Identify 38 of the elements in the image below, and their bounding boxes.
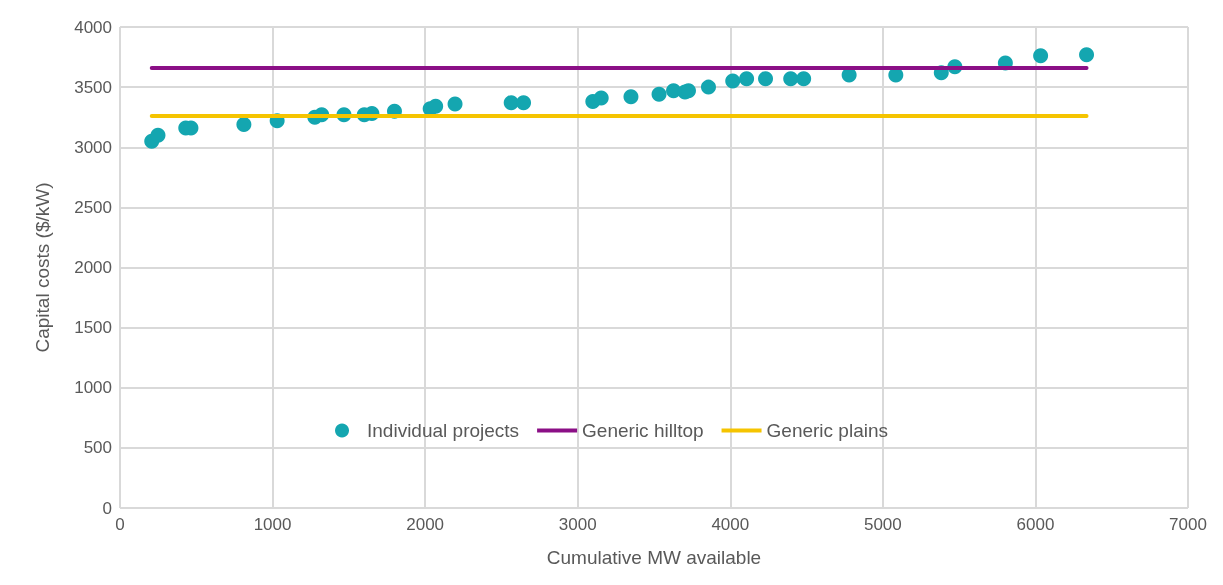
y-tick-label: 2000 bbox=[74, 258, 112, 277]
point bbox=[796, 71, 812, 87]
x-axis-title: Cumulative MW available bbox=[546, 547, 762, 568]
point bbox=[651, 86, 667, 102]
x-tick-label: 7000 bbox=[1169, 515, 1207, 534]
y-tick-label: 3000 bbox=[74, 137, 112, 157]
point bbox=[428, 98, 444, 114]
y-tick-label: 1000 bbox=[74, 378, 112, 398]
point bbox=[700, 79, 716, 95]
y-tick-label: 2500 bbox=[74, 197, 112, 217]
y-tick-label: 1500 bbox=[74, 318, 112, 338]
x-tick-label: 3000 bbox=[558, 515, 597, 534]
point bbox=[1079, 47, 1095, 63]
point bbox=[593, 90, 609, 106]
y-tick-label: 500 bbox=[83, 438, 112, 458]
point bbox=[739, 71, 755, 87]
point bbox=[783, 71, 799, 87]
point bbox=[623, 89, 639, 105]
legend-label: Generic plains bbox=[766, 420, 888, 441]
point bbox=[758, 71, 774, 87]
x-tick-label: 2000 bbox=[406, 515, 445, 534]
legend-label: Generic hilltop bbox=[582, 420, 704, 441]
y-tick-label: 4000 bbox=[74, 17, 112, 37]
y-tick-label: 3500 bbox=[74, 77, 112, 97]
point bbox=[1033, 48, 1049, 64]
x-tick-label: 1000 bbox=[253, 515, 292, 534]
x-tick-label: 6000 bbox=[1016, 515, 1055, 534]
point bbox=[236, 116, 252, 132]
y-tick-label: 0 bbox=[102, 498, 112, 518]
legend-label: Individual projects bbox=[367, 420, 520, 441]
y-axis-title: Capital costs ($/kW) bbox=[32, 182, 53, 353]
point bbox=[150, 127, 166, 143]
point bbox=[447, 96, 463, 112]
point bbox=[516, 95, 532, 111]
x-tick-label: 4000 bbox=[711, 515, 750, 534]
point bbox=[725, 73, 741, 89]
x-tick-label: 0 bbox=[115, 515, 125, 534]
x-tick-label: 5000 bbox=[863, 515, 902, 534]
